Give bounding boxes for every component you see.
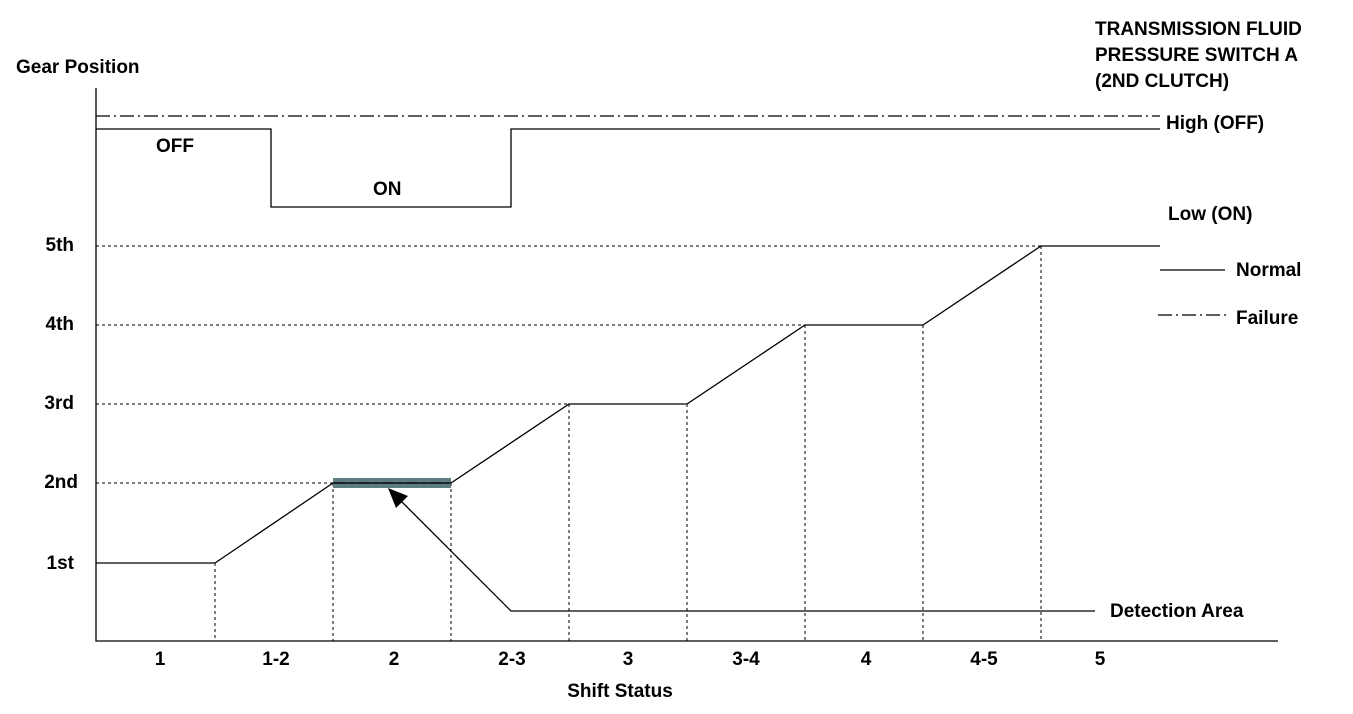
shift-label: 3-4: [732, 649, 760, 670]
high-label: High (OFF): [1166, 113, 1264, 134]
shift-label: 4: [861, 649, 872, 670]
shift-label: 1: [155, 649, 166, 670]
legend-failure: Failure: [1236, 308, 1298, 329]
gear-label: 2nd: [44, 472, 78, 493]
off-label: OFF: [156, 136, 194, 157]
arrow-head: [388, 488, 408, 508]
gear-label: 1st: [47, 553, 75, 574]
gear-line: [96, 245, 1160, 564]
switch-title: PRESSURE SWITCH A: [1095, 45, 1298, 66]
shift-labels: 1 1-2 2 2-3 3 3-4 4 4-5 5: [155, 649, 1106, 670]
switch-normal-line: [96, 128, 1160, 208]
gear-label: 3rd: [44, 393, 74, 414]
low-label: Low (ON): [1168, 204, 1252, 225]
switch-title: (2ND CLUTCH): [1095, 71, 1229, 92]
gear-label: 4th: [46, 314, 75, 335]
gear-label: 5th: [46, 235, 75, 256]
axes: [95, 88, 1278, 642]
switch-title: TRANSMISSION FLUID: [1095, 19, 1302, 40]
shift-label: 2-3: [498, 649, 525, 670]
shift-label: 3: [623, 649, 634, 670]
on-label: ON: [373, 179, 402, 200]
detection-label: Detection Area: [1110, 601, 1244, 622]
shift-label: 1-2: [262, 649, 289, 670]
gear-grid: [96, 245, 1042, 641]
x-axis-title: Shift Status: [567, 681, 673, 702]
shift-label: 4-5: [970, 649, 998, 670]
detection-line: [397, 497, 1095, 612]
legend-normal: Normal: [1236, 260, 1301, 281]
shift-label: 5: [1095, 649, 1106, 670]
y-axis-title: Gear Position: [16, 57, 140, 78]
shift-label: 2: [389, 649, 400, 670]
